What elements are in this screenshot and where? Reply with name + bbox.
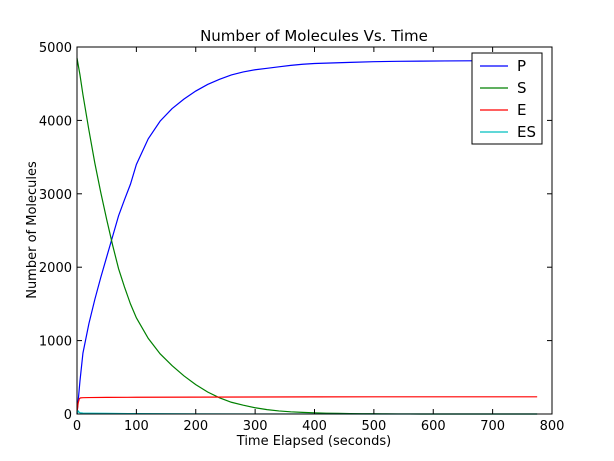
x-tick-label: 500 bbox=[361, 419, 386, 434]
legend-box bbox=[471, 52, 543, 145]
legend-label-s: S bbox=[517, 79, 527, 97]
x-tick-label: 800 bbox=[540, 419, 565, 434]
x-tick-label: 0 bbox=[73, 419, 81, 434]
y-tick-label: 1000 bbox=[39, 335, 72, 350]
legend-label-es: ES bbox=[517, 123, 536, 141]
x-tick-label: 400 bbox=[302, 419, 327, 434]
x-tick-label: 100 bbox=[124, 419, 149, 434]
x-tick-label: 600 bbox=[421, 419, 446, 434]
y-axis-ticks: 0 1000 2000 3000 4000 5000 bbox=[39, 41, 552, 423]
y-tick-label: 5000 bbox=[39, 41, 72, 56]
y-axis-label: Number of Molecules bbox=[25, 161, 40, 299]
x-tick-label: 200 bbox=[183, 419, 208, 434]
y-tick-label: 3000 bbox=[39, 188, 72, 203]
legend-label-p: P bbox=[517, 57, 526, 75]
legend-label-e: E bbox=[517, 101, 526, 119]
chart-title: Number of Molecules Vs. Time bbox=[200, 27, 428, 45]
y-tick-label: 2000 bbox=[39, 261, 72, 276]
x-axis-ticks: 0 100 200 300 400 500 600 700 800 bbox=[73, 47, 565, 434]
series-line-e bbox=[76, 396, 538, 413]
series-line-s bbox=[76, 57, 538, 415]
series-line-p bbox=[76, 59, 538, 415]
y-tick-label: 0 bbox=[64, 408, 72, 423]
legend: PSE ES bbox=[471, 52, 543, 145]
y-tick-label: 4000 bbox=[39, 114, 72, 129]
plot-lines bbox=[76, 57, 538, 415]
x-tick-label: 300 bbox=[243, 419, 268, 434]
x-tick-label: 700 bbox=[480, 419, 505, 434]
x-axis-label: Time Elapsed (seconds) bbox=[236, 434, 391, 449]
